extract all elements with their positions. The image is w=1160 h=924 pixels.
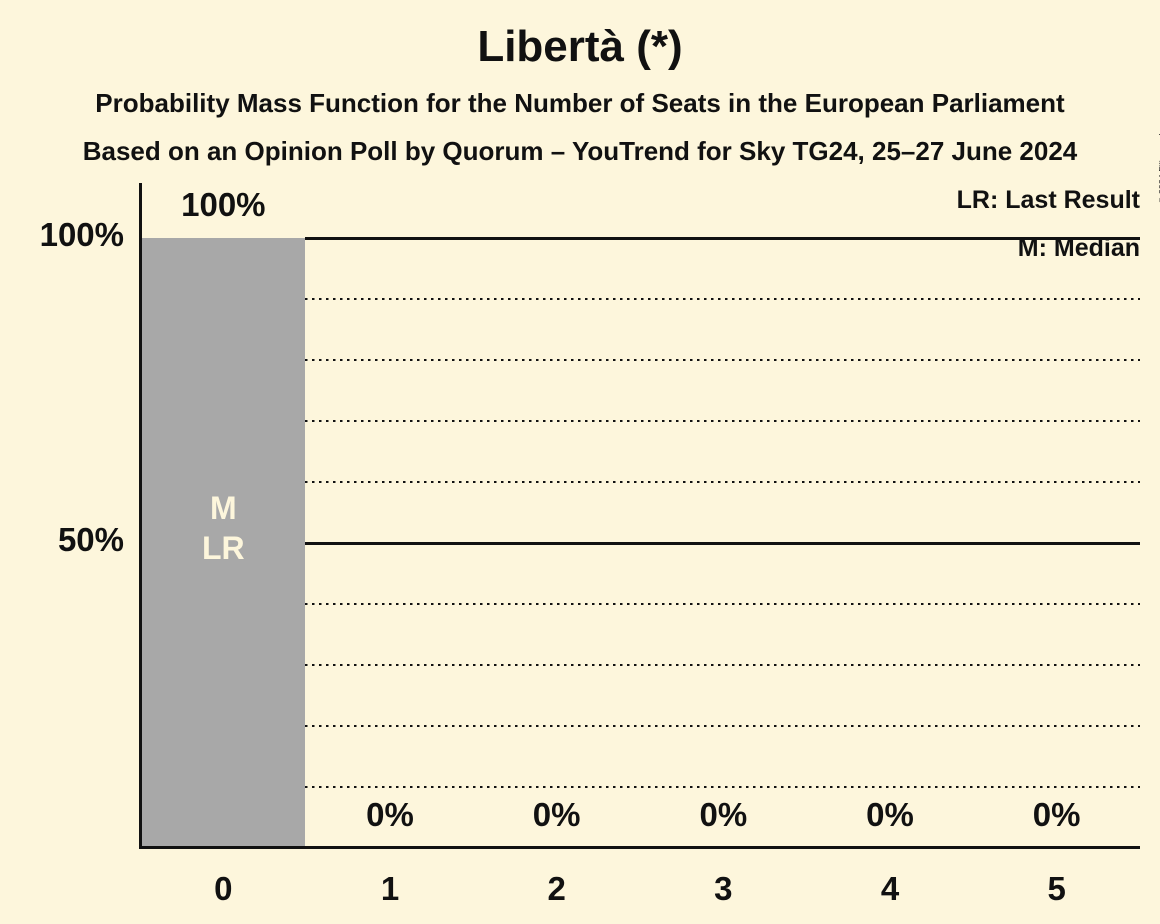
bar-annotation-median-lastresult: M LR [202,490,245,566]
bar-value-label-0: 100% [181,186,266,223]
x-axis-label-4: 4 [880,870,900,907]
gridline-dotted-80pct [304,359,1140,361]
x-axis-label-2: 2 [547,870,566,907]
bar-0 [141,238,305,846]
bar-value-label-4: 0% [866,796,914,833]
gridline-dotted-90pct [304,298,1140,300]
chart-title: Libertà (*) [477,22,683,71]
chart-subtitle: Probability Mass Function for the Number… [95,88,1065,118]
legend-last-result: LR: Last Result [956,186,1140,214]
gridline-dotted-20pct [304,725,1140,727]
gridline-dotted-10pct [304,786,1140,788]
bar-value-label-1: 0% [366,796,414,833]
chart-subtitle-source: Based on an Opinion Poll by Quorum – You… [82,136,1078,166]
bar-value-label-5: 0% [1032,796,1081,833]
x-axis-label-3: 3 [714,870,733,907]
gridline-dotted-40pct [304,603,1140,605]
x-axis-label-1: 1 [380,870,400,907]
gridline-dotted-30pct [304,664,1140,666]
x-axis-label-5: 5 [1047,870,1066,907]
gridline-solid-50pct [304,541,1140,545]
gridline-solid-100pct [304,236,1140,240]
bar-value-label-3: 0% [699,796,748,833]
y-axis-label-50%: 50% [57,521,124,558]
x-axis-label-0: 0 [214,870,233,907]
bar-value-label-2: 0% [532,796,581,833]
y-axis-line [139,183,142,849]
y-axis-label-100%: 100% [39,216,124,253]
gridline-dotted-70pct [304,420,1140,422]
x-axis-line [139,846,1140,849]
gridline-dotted-60pct [304,481,1140,483]
